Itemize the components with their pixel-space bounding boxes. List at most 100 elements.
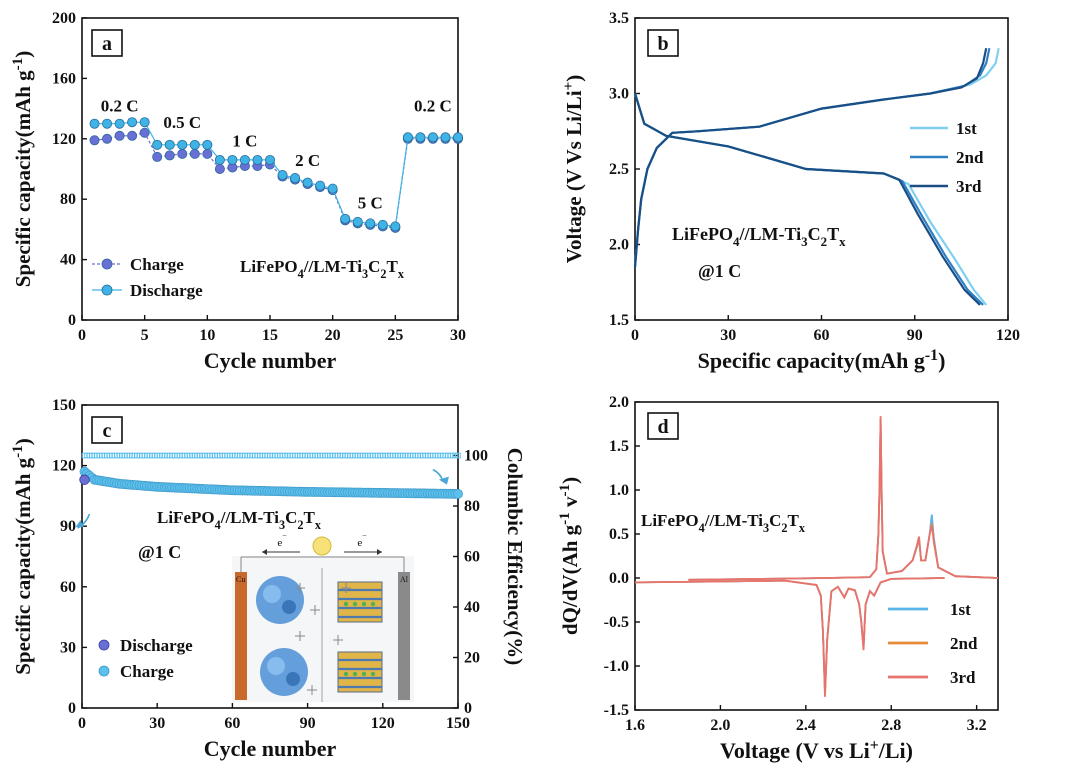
electrolyte-molecule: [310, 605, 320, 615]
data-point-discharge: [352, 216, 363, 227]
y-tick-label: -0.5: [604, 614, 629, 631]
panel-letter: b: [657, 33, 668, 55]
anode-particle-shade: [286, 672, 300, 686]
series-discharge-curve: [634, 577, 945, 693]
discharge-point: [79, 474, 90, 485]
x-tick-label: 30: [450, 327, 466, 344]
li-ion: [361, 671, 367, 677]
legend-label: Charge: [120, 662, 174, 681]
data-point-discharge: [139, 117, 150, 128]
al-label: Al: [400, 575, 409, 584]
x-tick-label: 2.4: [796, 717, 816, 734]
panel-letter-box: [647, 412, 679, 440]
data-point-discharge: [377, 219, 388, 230]
anode-particle: [260, 648, 308, 696]
y-tick-label: 60: [60, 579, 76, 596]
data-point-discharge: [189, 139, 200, 150]
x-tick-label: 90: [300, 715, 316, 732]
annotation: LiFePO4//LM-Ti3C2Tx: [240, 257, 405, 281]
data-point-discharge: [202, 139, 213, 150]
y-tick-label: 90: [60, 518, 76, 535]
li-ion: [343, 601, 349, 607]
x-tick-label: 30: [149, 715, 165, 732]
x-axis-label: Cycle number: [204, 736, 337, 761]
panel-d: 1.6 2.0 2.4 2.8 3.2 -1.5 -1.0 -0.5 0.0 0.5 1.0 1.5 2…: [557, 394, 999, 763]
legend-marker: [101, 284, 113, 296]
annotation: LiFePO4//LM-Ti3C2Tx: [672, 224, 846, 249]
series-charge-curve: [688, 416, 999, 581]
data-point-discharge: [302, 177, 313, 188]
x-tick-label: 2.0: [710, 717, 730, 734]
data-point-discharge: [440, 132, 451, 143]
data-point-discharge: [365, 218, 376, 229]
series-discharge-curve: [633, 93, 984, 306]
panel-letter-box: [91, 416, 123, 444]
legend-marker: [98, 665, 110, 677]
data-point-discharge: [340, 213, 351, 224]
rate-label: 0.2 C: [101, 97, 139, 116]
series-line-charge: [94, 132, 458, 229]
series-discharge-curve: [633, 93, 988, 306]
panel-letter-box: [647, 29, 679, 57]
rate-label: 0.2 C: [414, 97, 452, 116]
y-right-tick-label: 40: [464, 599, 480, 616]
y-tick-label: 1.5: [609, 438, 629, 455]
x-tick-label: 2.8: [881, 717, 901, 734]
legend-label: Discharge: [120, 636, 193, 655]
x-tick-label: 0: [78, 715, 86, 732]
y-axis-label: Voltage (V Vs Li/Li+): [561, 75, 586, 264]
x-tick-label: 5: [141, 327, 149, 344]
x-axis-label: Cycle number: [204, 348, 337, 373]
y-right-tick-label: 100: [464, 448, 488, 465]
rate-label: 1 C: [232, 131, 257, 150]
y-tick-label: 150: [52, 397, 76, 414]
y-tick-label: 0.0: [609, 570, 629, 587]
panel-letter-box: [91, 29, 123, 57]
data-point-discharge: [390, 221, 401, 232]
x-tick-label: 20: [325, 327, 341, 344]
electron-label: e−: [277, 531, 287, 549]
data-point-discharge: [214, 154, 225, 165]
rate-label: 0.5 C: [163, 113, 201, 132]
legend-label: 3rd: [950, 668, 976, 687]
y-tick-label: 1.5: [609, 312, 629, 329]
annotation: LiFePO4//LM-Ti3C2Tx: [157, 508, 322, 532]
data-point-discharge: [239, 154, 250, 165]
data-point-charge: [202, 148, 213, 159]
series-charge-curve: [688, 419, 999, 581]
y-tick-label: 40: [60, 252, 76, 269]
data-point-discharge: [427, 132, 438, 143]
y-tick-label: 2.5: [609, 161, 629, 178]
y-right-axis-label: Columbic Efficiency(%): [503, 448, 527, 666]
data-point-discharge: [164, 139, 175, 150]
anode-particle-highlight: [263, 585, 281, 603]
y-tick-label: 30: [60, 639, 76, 656]
y-tick-label: 1.0: [609, 482, 629, 499]
legend-label: 2nd: [950, 634, 978, 653]
data-point-charge: [214, 163, 225, 174]
electrolyte-molecule: [295, 583, 305, 593]
data-point-charge: [114, 130, 125, 141]
rate-label: 5 C: [358, 193, 383, 212]
x-tick-label: 90: [907, 327, 923, 344]
li-ion: [352, 671, 358, 677]
data-point-discharge: [114, 118, 125, 129]
data-point-charge: [102, 133, 113, 144]
data-point-charge: [164, 150, 175, 161]
annotation-2: @1 C: [138, 542, 181, 562]
data-point-charge: [127, 130, 138, 141]
data-point-discharge: [452, 132, 463, 143]
y-tick-label: 0.5: [609, 526, 629, 543]
y-tick-label: 0: [68, 700, 76, 717]
legend-label: Charge: [130, 255, 184, 274]
arrow-left: [77, 513, 91, 529]
y-tick-label: 2.0: [609, 237, 629, 254]
data-point-discharge: [102, 118, 113, 129]
y-right-tick-label: 0: [464, 700, 472, 717]
annotation-2: @1 C: [698, 261, 741, 281]
electrolyte-molecule: [295, 631, 305, 641]
series-discharge-curve: [634, 577, 945, 697]
data-point-discharge: [415, 132, 426, 143]
anode-particle-highlight: [267, 657, 285, 675]
legend-label: 3rd: [956, 177, 982, 196]
